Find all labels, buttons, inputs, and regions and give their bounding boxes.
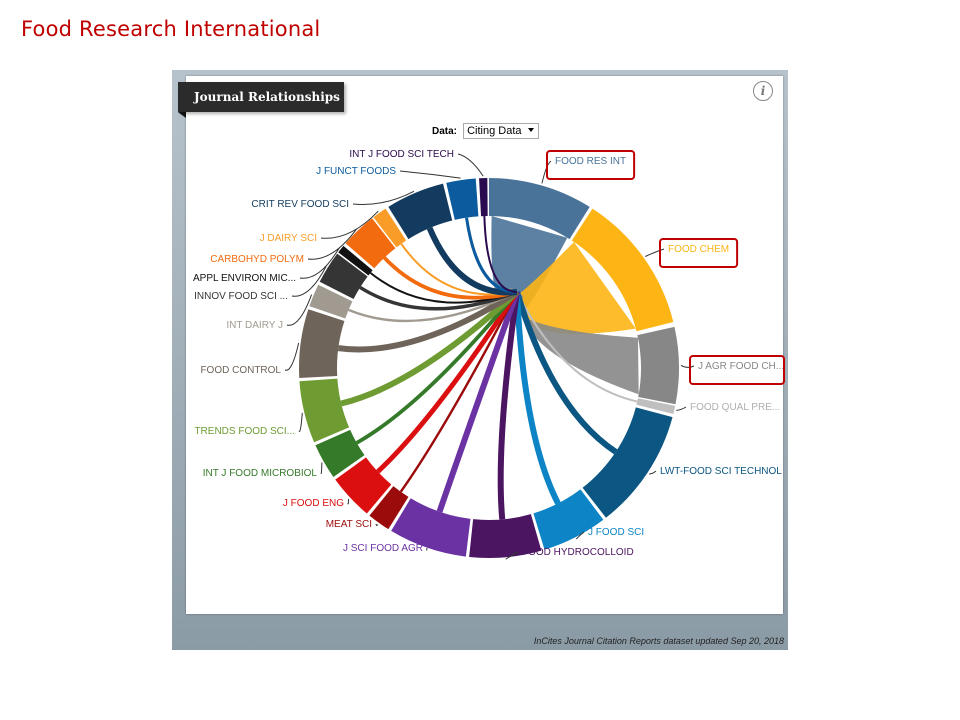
ribbon-innov-food-sci xyxy=(359,285,518,311)
highlight-box-food-chem xyxy=(659,238,739,268)
label-j-funct-foods[interactable]: J FUNCT FOODS xyxy=(316,166,396,177)
arc-int-j-food-sci-tech[interactable] xyxy=(479,178,488,217)
label-j-food-eng[interactable]: J FOOD ENG xyxy=(283,498,344,509)
chord-arcs xyxy=(299,178,679,558)
arc-meat-sci[interactable] xyxy=(369,486,409,530)
leader-innov-food-sci xyxy=(291,266,327,297)
widget-title: Journal Relationships xyxy=(178,82,344,112)
label-trends-food-sci[interactable]: TRENDS FOOD SCI... xyxy=(194,426,295,437)
leader-j-funct-foods xyxy=(399,170,461,179)
arc-carbohyd-polym[interactable] xyxy=(345,218,396,269)
ribbon-j-food-eng xyxy=(376,290,520,474)
arc-j-dairy-sci[interactable] xyxy=(373,208,407,248)
arc-int-dairy-j[interactable] xyxy=(309,284,353,319)
arc-food-hydrocolloid[interactable] xyxy=(469,514,542,558)
leader-food-control xyxy=(284,342,300,371)
ribbon-j-sci-food-agr xyxy=(436,290,520,513)
chord-ribbons xyxy=(337,216,639,520)
leader-int-j-food-microbiol xyxy=(320,462,323,474)
arc-trends-food-sci[interactable] xyxy=(299,378,350,443)
data-dropdown[interactable]: Citing Data xyxy=(463,123,539,139)
label-food-res-int[interactable]: FOOD RES INT xyxy=(555,156,626,167)
leader-food-hydrocolloid xyxy=(505,551,519,560)
ribbon-food-qual-pre xyxy=(516,291,638,403)
ribbon-int-dairy-j xyxy=(348,290,518,323)
label-carbohyd-polym[interactable]: CARBOHYD POLYM xyxy=(210,254,304,265)
label-food-control[interactable]: FOOD CONTROL xyxy=(200,365,281,376)
arc-appl-environ-mic[interactable] xyxy=(338,245,373,276)
title-tab-fold xyxy=(178,112,186,118)
label-j-sci-food-agr[interactable]: J SCI FOOD AGR xyxy=(343,543,423,554)
ribbon-lwt-food-sci-technol xyxy=(514,291,618,455)
arc-j-agr-food-ch[interactable] xyxy=(637,326,679,405)
label-innov-food-sci[interactable]: INNOV FOOD SCI ... xyxy=(194,291,288,302)
label-appl-environ-mic[interactable]: APPL ENVIRON MIC... xyxy=(193,273,296,284)
leader-appl-environ-mic xyxy=(299,247,340,279)
leader-j-food-sci xyxy=(575,531,585,540)
chord-labels: FOOD RES INT FOOD CHEM J AGR FOOD CH... FOO… xyxy=(193,149,785,560)
arc-food-control[interactable] xyxy=(299,309,345,378)
leader-j-dairy-sci xyxy=(320,210,379,239)
label-int-dairy-j[interactable]: INT DAIRY J xyxy=(226,320,283,331)
ribbon-food-hydrocolloid xyxy=(497,291,520,520)
highlight-box-j-agr-food-ch xyxy=(689,355,785,385)
ribbon-food-chem xyxy=(506,241,636,334)
leader-int-dairy-j xyxy=(286,294,313,326)
leader-j-food-eng xyxy=(347,498,350,505)
arc-food-qual-pre[interactable] xyxy=(636,398,676,414)
label-j-agr-food-ch[interactable]: J AGR FOOD CH... xyxy=(698,361,784,372)
ribbon-crit-rev-food-sci xyxy=(426,226,518,296)
ribbon-j-agr-food-ch xyxy=(508,288,639,395)
leader-int-j-food-sci-tech xyxy=(457,153,484,177)
leader-crit-rev-food-sci xyxy=(352,190,415,205)
leader-j-agr-food-ch xyxy=(680,365,695,368)
dataset-footnote: InCites Journal Citation Reports dataset… xyxy=(533,636,784,646)
leader-trends-food-sci xyxy=(298,412,303,432)
label-food-hydrocolloid[interactable]: FOOD HYDROCOLLOID xyxy=(522,547,634,558)
leader-j-sci-food-agr xyxy=(425,547,428,551)
arc-j-food-eng[interactable] xyxy=(335,457,392,514)
label-food-qual-pre[interactable]: FOOD QUAL PRE... xyxy=(690,402,780,413)
label-lwt-food-sci-technol[interactable]: LWT-FOOD SCI TECHNOL xyxy=(660,466,782,477)
ribbon-meat-sci xyxy=(399,291,519,493)
arc-lwt-food-sci-technol[interactable] xyxy=(582,407,673,518)
ribbon-int-j-food-sci-tech xyxy=(483,216,518,293)
leader-meat-sci xyxy=(375,523,378,527)
ribbon-carbohyd-polym xyxy=(382,256,518,300)
slide-title: Food Research International xyxy=(21,17,321,41)
arc-j-sci-food-agr[interactable] xyxy=(391,498,471,557)
arc-j-food-sci[interactable] xyxy=(533,489,604,550)
ribbon-food-res-int xyxy=(491,216,568,313)
arc-j-funct-foods[interactable] xyxy=(446,178,479,220)
chevron-down-icon xyxy=(527,128,534,132)
leader-food-chem xyxy=(645,248,665,257)
info-icon[interactable]: i xyxy=(753,81,773,101)
data-selector: Data: Citing Data xyxy=(432,123,539,139)
label-food-chem[interactable]: FOOD CHEM xyxy=(668,244,729,255)
label-int-j-food-microbiol[interactable]: INT J FOOD MICROBIOL xyxy=(203,468,318,479)
ribbon-trends-food-sci xyxy=(340,289,520,407)
ribbon-food-control xyxy=(337,289,519,353)
leader-food-qual-pre xyxy=(676,406,687,411)
label-j-food-sci[interactable]: J FOOD SCI xyxy=(588,527,644,538)
highlight-box-food-res-int xyxy=(546,150,636,180)
arc-innov-food-sci[interactable] xyxy=(319,253,368,299)
ribbon-j-food-sci xyxy=(514,291,561,505)
ribbon-int-j-food-microbiol xyxy=(355,290,519,445)
arc-food-chem[interactable] xyxy=(571,208,674,332)
label-meat-sci[interactable]: MEAT SCI xyxy=(326,519,372,530)
arc-crit-rev-food-sci[interactable] xyxy=(388,183,453,240)
label-j-dairy-sci[interactable]: J DAIRY SCI xyxy=(260,233,317,244)
leader-carbohyd-polym xyxy=(307,228,358,260)
label-int-j-food-sci-tech[interactable]: INT J FOOD SCI TECH xyxy=(349,149,454,160)
data-dropdown-value: Citing Data xyxy=(467,125,522,137)
arc-int-j-food-microbiol[interactable] xyxy=(315,429,365,477)
data-label: Data: xyxy=(432,125,458,137)
label-crit-rev-food-sci[interactable]: CRIT REV FOOD SCI xyxy=(251,199,349,210)
leader-lwt-food-sci-technol xyxy=(649,470,657,475)
arc-food-res-int[interactable] xyxy=(489,178,590,240)
